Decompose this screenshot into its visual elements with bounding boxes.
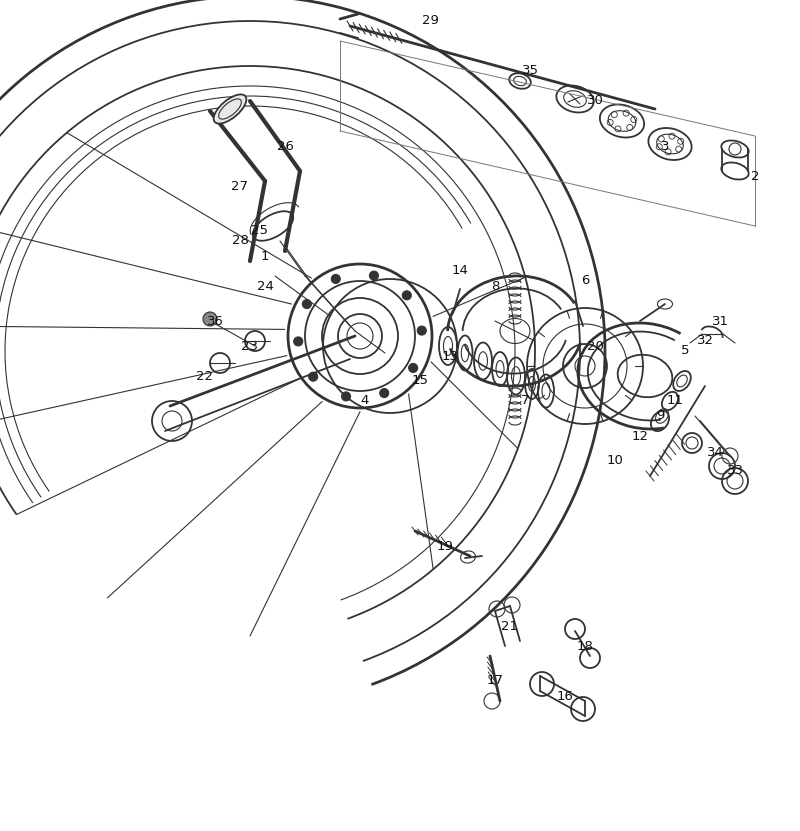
Text: 5: 5	[681, 345, 690, 357]
Circle shape	[402, 291, 411, 300]
Text: 28: 28	[231, 234, 249, 248]
Circle shape	[380, 389, 389, 397]
Circle shape	[342, 392, 350, 401]
Text: 12: 12	[631, 430, 649, 442]
Text: 31: 31	[711, 314, 729, 327]
Text: 17: 17	[486, 675, 503, 687]
Text: 19: 19	[437, 539, 454, 553]
Circle shape	[418, 326, 426, 335]
Circle shape	[294, 337, 302, 346]
Text: 21: 21	[502, 619, 518, 632]
Text: 15: 15	[411, 375, 429, 387]
Ellipse shape	[214, 95, 246, 124]
Text: 22: 22	[197, 370, 214, 382]
Text: 24: 24	[257, 279, 274, 293]
Text: 8: 8	[491, 279, 499, 293]
Circle shape	[203, 312, 217, 326]
Text: 36: 36	[206, 314, 223, 327]
Text: 13: 13	[442, 350, 458, 362]
Text: 34: 34	[706, 446, 723, 460]
Text: 16: 16	[557, 690, 574, 702]
Text: 18: 18	[577, 640, 594, 652]
Text: 9: 9	[656, 410, 664, 422]
Text: 4: 4	[361, 395, 369, 407]
Text: 26: 26	[277, 140, 294, 153]
Text: 35: 35	[522, 65, 538, 77]
Text: 20: 20	[586, 340, 603, 352]
Text: 1: 1	[261, 249, 270, 263]
Text: 2: 2	[750, 170, 759, 183]
Text: 27: 27	[231, 179, 249, 193]
Text: 14: 14	[451, 264, 469, 278]
Text: 23: 23	[242, 340, 258, 352]
Circle shape	[331, 274, 340, 283]
Circle shape	[302, 299, 311, 308]
Text: 30: 30	[586, 95, 603, 107]
Text: 11: 11	[666, 395, 683, 407]
Text: 7: 7	[521, 395, 530, 407]
Text: 6: 6	[581, 274, 589, 288]
Text: 32: 32	[697, 335, 714, 347]
Text: 33: 33	[726, 465, 743, 478]
Circle shape	[370, 271, 378, 280]
Text: 25: 25	[251, 224, 269, 238]
Text: 10: 10	[606, 455, 623, 468]
Circle shape	[309, 372, 318, 381]
Text: 3: 3	[661, 140, 670, 153]
Circle shape	[409, 363, 418, 372]
Text: 29: 29	[422, 14, 438, 27]
